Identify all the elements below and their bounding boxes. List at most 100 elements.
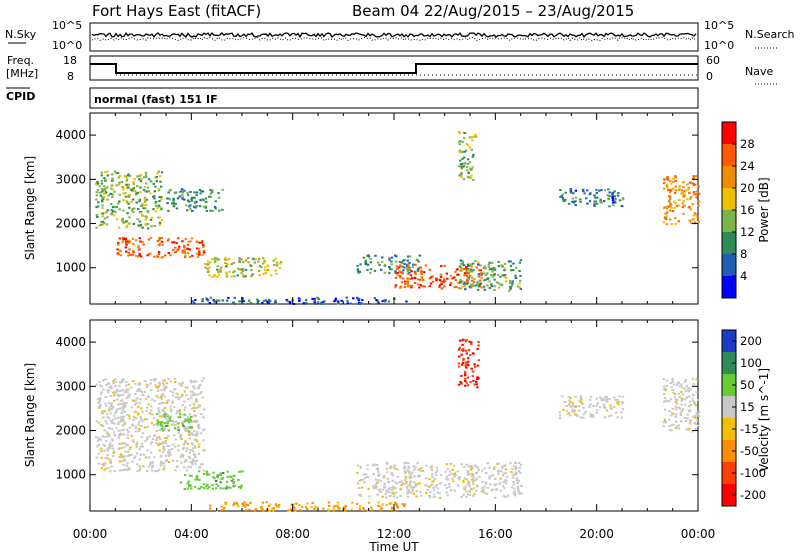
noise-left-tick-bottom: 10^0 xyxy=(52,39,82,52)
echo-point xyxy=(345,296,348,299)
echo-point xyxy=(181,196,184,199)
echo-point xyxy=(193,485,197,488)
echo-point xyxy=(563,401,567,403)
echo-point xyxy=(166,415,169,418)
echo-point xyxy=(167,452,170,455)
echo-point xyxy=(102,416,105,419)
echo-point xyxy=(435,484,439,486)
echo-point xyxy=(206,487,209,490)
echo-point xyxy=(174,251,177,253)
echo-point xyxy=(114,206,117,209)
echo-point xyxy=(150,216,154,219)
echo-point xyxy=(241,470,244,473)
echo-point xyxy=(162,447,165,450)
echo-point xyxy=(249,263,252,266)
echo-point xyxy=(104,456,107,459)
echo-point xyxy=(406,280,410,283)
echo-point xyxy=(130,386,133,389)
echo-point xyxy=(497,273,500,276)
echo-point xyxy=(156,387,160,390)
echo-point xyxy=(390,508,393,511)
echo-point xyxy=(457,348,461,351)
echo-point xyxy=(133,178,136,181)
echo-point xyxy=(407,273,410,276)
echo-point xyxy=(113,190,116,193)
echo-point xyxy=(168,189,171,192)
echo-point xyxy=(104,191,108,194)
echo-point xyxy=(677,204,681,207)
echo-point xyxy=(588,200,592,203)
echo-point xyxy=(457,165,461,168)
echo-point xyxy=(285,298,288,301)
echo-point xyxy=(292,503,295,506)
echo-point xyxy=(498,283,502,286)
echo-point xyxy=(686,183,689,186)
echo-point xyxy=(671,380,674,383)
echo-point xyxy=(620,205,624,208)
echo-point xyxy=(187,193,190,196)
echo-point xyxy=(177,398,181,401)
echo-point xyxy=(464,485,468,488)
echo-point xyxy=(121,220,124,223)
echo-point xyxy=(596,409,599,412)
echo-point xyxy=(182,446,185,449)
echo-point xyxy=(334,297,338,300)
echo-point xyxy=(150,405,153,408)
echo-point xyxy=(137,412,140,415)
colorbar-frame xyxy=(721,329,737,507)
freq-label-line2: [MHz] xyxy=(6,67,38,80)
echo-point xyxy=(188,483,191,486)
echo-point xyxy=(683,193,687,196)
echo-point xyxy=(689,388,692,391)
echo-point xyxy=(178,195,181,198)
cpid-panel-frame xyxy=(89,87,699,109)
echo-point xyxy=(289,300,292,303)
echo-point xyxy=(610,414,613,417)
echo-point xyxy=(454,279,457,281)
echo-point xyxy=(363,509,366,511)
echo-point xyxy=(590,396,593,399)
echo-point xyxy=(195,247,199,250)
echo-point xyxy=(218,209,221,212)
echo-point xyxy=(181,404,184,406)
echo-point xyxy=(460,174,463,177)
echo-point xyxy=(614,201,617,204)
echo-point xyxy=(361,478,365,481)
echo-point xyxy=(486,277,490,280)
echo-point xyxy=(137,208,140,211)
echo-point xyxy=(414,271,417,274)
echo-point xyxy=(244,509,248,512)
echo-point xyxy=(612,405,616,408)
echo-point xyxy=(677,406,680,409)
echo-point xyxy=(518,286,521,289)
echo-point xyxy=(99,449,103,451)
echo-point xyxy=(366,464,369,467)
echo-point xyxy=(417,483,421,486)
echo-point xyxy=(241,297,244,299)
echo-point xyxy=(674,405,678,408)
echo-point xyxy=(407,491,411,494)
echo-point xyxy=(125,464,128,467)
echo-point xyxy=(174,388,177,391)
echo-point xyxy=(198,443,201,446)
echo-point xyxy=(407,462,410,465)
echo-point xyxy=(184,426,187,429)
echo-point xyxy=(167,461,170,464)
echo-point xyxy=(198,241,201,244)
y-tick-label: 3000 xyxy=(55,379,86,393)
echo-point xyxy=(221,188,224,191)
echo-point xyxy=(582,416,585,419)
echo-point xyxy=(469,270,472,273)
echo-point xyxy=(111,196,114,198)
echo-point xyxy=(165,437,169,440)
echo-point xyxy=(495,488,498,491)
echo-point xyxy=(621,402,624,405)
echo-point xyxy=(166,399,169,402)
echo-point xyxy=(167,252,170,254)
y-tick-label: 1000 xyxy=(55,468,86,482)
echo-point xyxy=(470,174,473,177)
echo-point xyxy=(205,210,208,212)
echo-point xyxy=(670,386,673,389)
echo-point xyxy=(663,187,666,190)
echo-point xyxy=(676,425,679,428)
